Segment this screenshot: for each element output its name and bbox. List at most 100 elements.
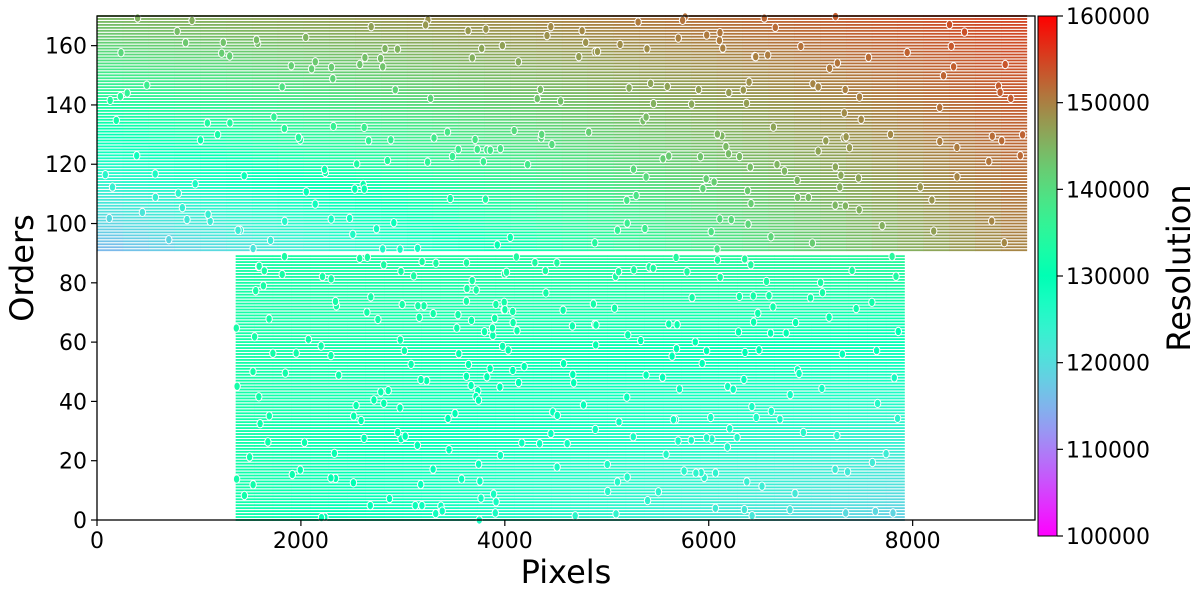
order-segment: [561, 92, 589, 94]
order-segment: [975, 109, 1002, 112]
order-segment: [820, 23, 847, 26]
order-segment: [830, 439, 850, 441]
order-segment: [536, 222, 563, 225]
order-segment: [514, 456, 534, 459]
order-segment: [536, 237, 563, 240]
order-segment: [830, 370, 850, 373]
order-segment: [867, 450, 887, 453]
order-segment: [794, 169, 821, 172]
order-segment: [613, 246, 640, 249]
order-segment: [949, 151, 976, 154]
order-segment: [148, 219, 175, 222]
order-segment: [458, 109, 485, 112]
order-segment: [949, 228, 976, 231]
order-segment: [774, 409, 794, 412]
order-segment: [793, 459, 812, 462]
order-segment: [235, 367, 255, 370]
order-segment: [432, 172, 459, 175]
order-segment: [718, 459, 738, 462]
order-segment: [588, 513, 608, 515]
order-segment: [477, 507, 497, 510]
order-segment: [365, 444, 385, 447]
order-segment: [122, 32, 149, 35]
order-segment: [665, 222, 692, 225]
order-segment: [421, 513, 441, 515]
order-segment: [458, 121, 485, 124]
order-segment: [458, 62, 485, 65]
order-segment: [510, 249, 537, 252]
order-segment: [551, 453, 571, 456]
order-segment: [846, 243, 873, 246]
order-segment: [811, 474, 831, 477]
order-segment: [613, 121, 640, 124]
order-segment: [811, 403, 831, 406]
order-segment: [625, 456, 645, 459]
order-segment: [272, 439, 292, 441]
order-segment: [820, 192, 847, 195]
order-segment: [848, 498, 868, 501]
order-segment: [402, 385, 422, 388]
order-segment: [897, 62, 924, 65]
order-segment: [477, 415, 497, 418]
order-segment: [432, 210, 459, 213]
order-segment: [200, 243, 227, 246]
line-marker: [578, 26, 586, 36]
order-segment: [174, 213, 201, 216]
order-segment: [871, 50, 898, 53]
order-segment: [742, 86, 769, 89]
order-segment: [846, 23, 873, 26]
order-segment: [830, 516, 850, 518]
order-segment: [381, 243, 408, 246]
order-segment: [148, 201, 175, 204]
order-segment: [303, 21, 330, 23]
order-segment: [923, 240, 950, 243]
order-segment: [291, 459, 311, 462]
order-segment: [570, 400, 589, 403]
order-segment: [536, 207, 563, 210]
order-segment: [923, 112, 950, 115]
order-segment: [536, 172, 563, 175]
order-segment: [561, 204, 589, 207]
order-segment: [432, 145, 459, 148]
order-segment: [681, 406, 701, 409]
order-segment: [421, 370, 441, 373]
line-marker: [360, 122, 368, 133]
order-segment: [484, 44, 511, 47]
order-segment: [458, 489, 478, 492]
order-segment: [923, 77, 950, 80]
order-segment: [174, 35, 201, 38]
order-segment: [561, 151, 589, 154]
order-segment: [587, 195, 614, 198]
order-segment: [613, 35, 640, 38]
order-segment: [768, 124, 795, 127]
order-segment: [291, 376, 311, 379]
order-segment: [458, 444, 478, 447]
line-marker: [510, 125, 518, 136]
order-segment: [923, 190, 950, 192]
order-segment: [484, 228, 511, 231]
order-segment: [794, 163, 821, 166]
order-segment: [644, 436, 664, 438]
order-segment: [174, 68, 201, 71]
order-segment: [484, 234, 511, 237]
order-segment: [949, 225, 976, 228]
order-segment: [607, 391, 627, 394]
order-segment: [551, 459, 571, 462]
order-segment: [700, 483, 720, 486]
order-segment: [607, 376, 627, 379]
order-segment: [737, 486, 757, 489]
order-segment: [607, 507, 627, 510]
order-segment: [613, 133, 640, 136]
order-segment: [328, 364, 348, 367]
order-segment: [277, 101, 304, 103]
order-segment: [477, 406, 497, 409]
order-segment: [97, 237, 124, 240]
order-segment: [148, 41, 175, 44]
order-segment: [588, 370, 608, 373]
order-segment: [97, 175, 124, 178]
order-segment: [514, 382, 534, 385]
order-segment: [272, 480, 292, 483]
order-segment: [848, 501, 868, 504]
order-segment: [536, 77, 563, 80]
order-segment: [897, 172, 924, 175]
